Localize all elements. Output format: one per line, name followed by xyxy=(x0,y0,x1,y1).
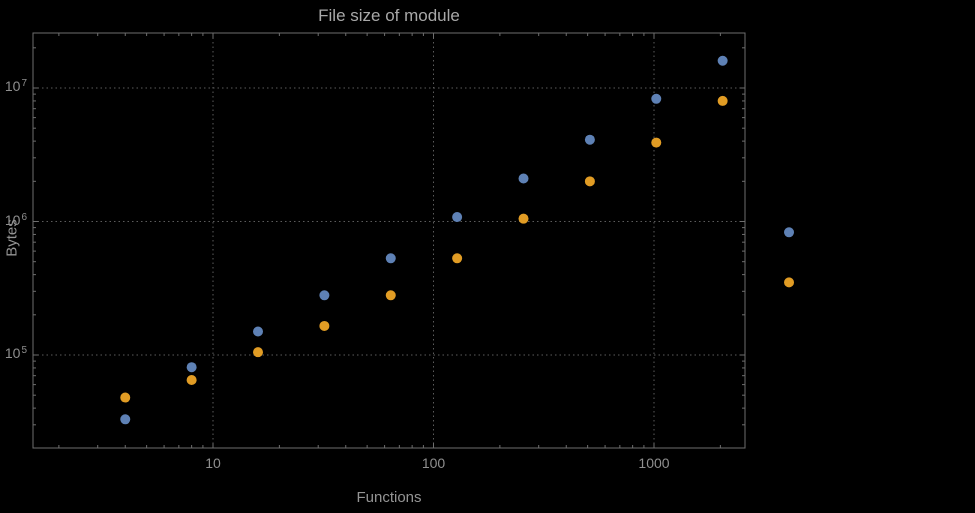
y-tick-label: 107 xyxy=(4,78,27,94)
data-point-orange xyxy=(385,290,396,301)
data-point-blue xyxy=(452,212,463,223)
x-tick-label: 1000 xyxy=(638,455,670,471)
data-point-blue xyxy=(717,55,728,66)
data-point-blue xyxy=(784,227,795,238)
x-axis-label: Functions xyxy=(356,489,422,506)
data-point-orange xyxy=(452,253,463,264)
data-point-blue xyxy=(319,290,330,301)
data-point-orange xyxy=(253,347,264,358)
data-point-blue xyxy=(518,173,529,184)
data-point-orange xyxy=(186,374,197,385)
data-point-orange xyxy=(584,176,595,187)
data-point-blue xyxy=(385,253,396,264)
data-point-orange xyxy=(518,213,529,224)
data-point-blue xyxy=(651,93,662,104)
series-blue xyxy=(120,55,795,425)
y-tick-label: 106 xyxy=(4,211,27,228)
series-orange xyxy=(120,95,795,403)
gridlines xyxy=(33,33,745,448)
data-point-orange xyxy=(651,137,662,148)
data-point-blue xyxy=(584,134,595,145)
data-point-orange xyxy=(784,277,795,288)
tick-marks xyxy=(33,33,745,448)
y-tick-label: 105 xyxy=(4,345,27,361)
data-point-orange xyxy=(717,95,728,106)
data-point-blue xyxy=(253,326,264,337)
x-tick-label: 100 xyxy=(421,455,446,471)
data-point-blue xyxy=(120,414,131,425)
data-point-orange xyxy=(319,320,330,331)
plot-frame xyxy=(32,32,746,449)
chart-title: File size of module xyxy=(318,6,460,25)
x-tick-label: 10 xyxy=(205,455,221,471)
data-point-orange xyxy=(120,392,131,403)
data-point-blue xyxy=(186,362,197,373)
